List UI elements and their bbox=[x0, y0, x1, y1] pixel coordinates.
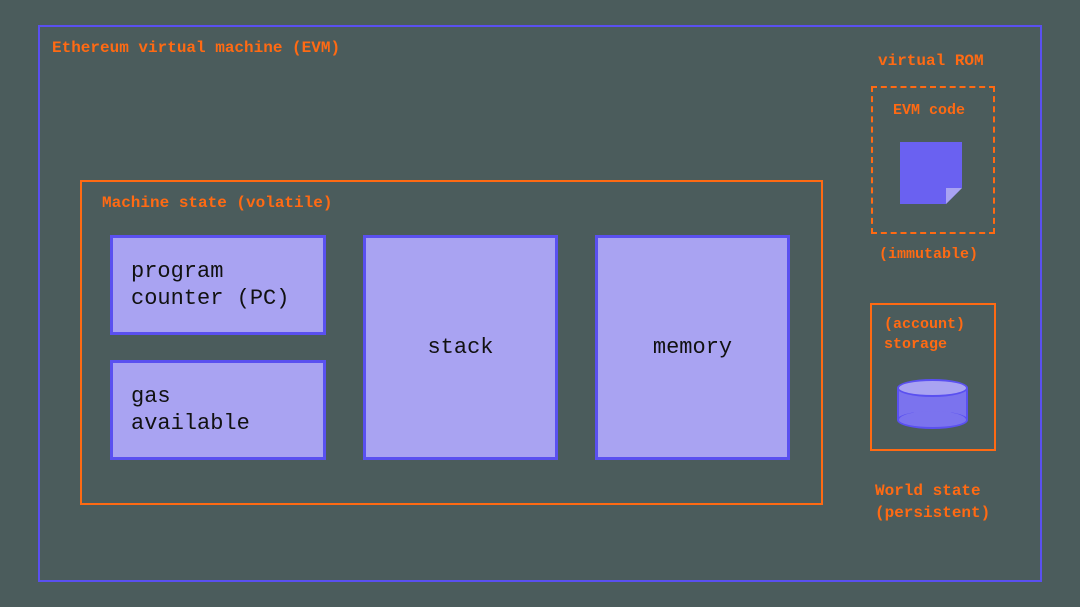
virtual-rom-title: virtual ROM bbox=[878, 52, 984, 70]
evm-code-fold-flap bbox=[946, 188, 962, 204]
memory-box-label: memory bbox=[653, 334, 732, 362]
stack-box-label: stack bbox=[427, 334, 493, 362]
program-counter-box: program counter (PC) bbox=[110, 235, 326, 335]
stack-box: stack bbox=[363, 235, 558, 460]
evm-title: Ethereum virtual machine (EVM) bbox=[52, 39, 340, 57]
gas-available-box: gas available bbox=[110, 360, 326, 460]
world-state-label: World state (persistent) bbox=[875, 481, 990, 524]
gas-available-box-label: gas available bbox=[131, 383, 250, 438]
memory-box: memory bbox=[595, 235, 790, 460]
machine-state-title: Machine state (volatile) bbox=[102, 194, 332, 212]
evm-code-label: EVM code bbox=[893, 102, 965, 119]
account-storage-title: (account) storage bbox=[884, 315, 965, 354]
program-counter-box-label: program counter (PC) bbox=[131, 258, 289, 313]
virtual-rom-subtitle: (immutable) bbox=[879, 246, 978, 263]
diagram-canvas: Ethereum virtual machine (EVM) Machine st… bbox=[0, 0, 1080, 607]
storage-cylinder-icon bbox=[897, 379, 968, 429]
evm-code-icon bbox=[900, 142, 962, 204]
